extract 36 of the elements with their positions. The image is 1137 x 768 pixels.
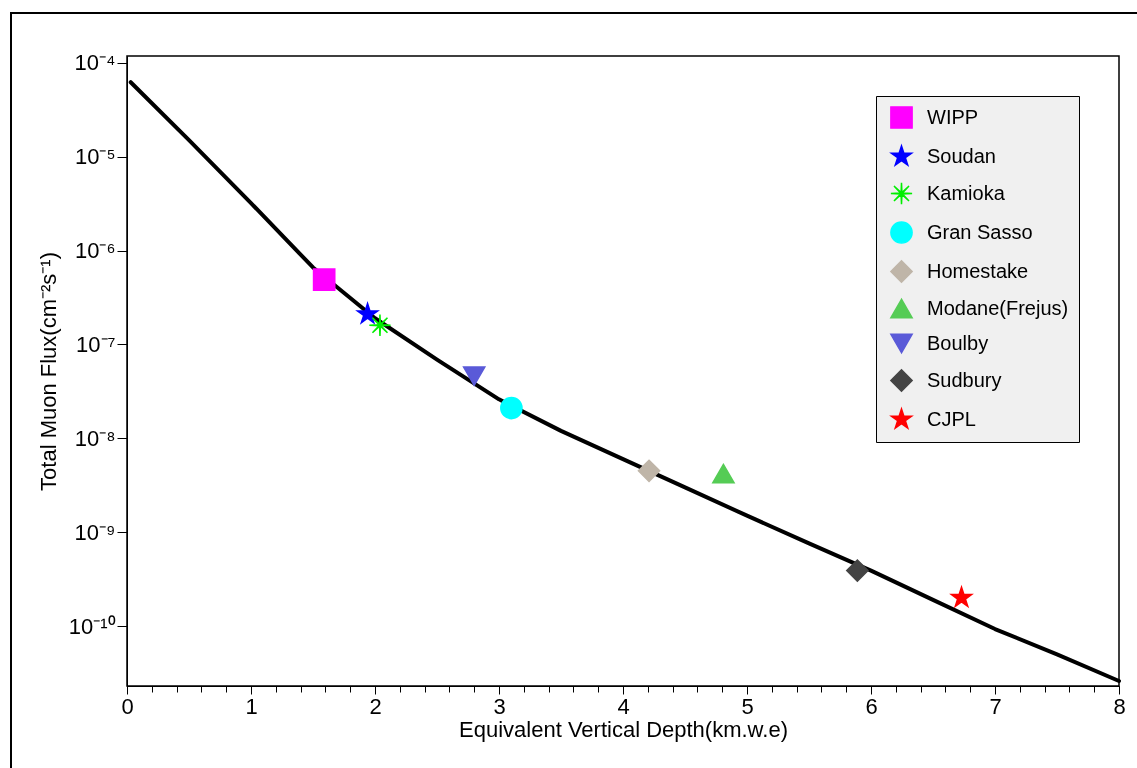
point (712, 463, 735, 484)
legend-label: Kamioka (927, 181, 1006, 204)
point (368, 313, 392, 337)
y-tick-label: 10⁻⁵ (74, 144, 116, 170)
x-tick-label: 8 (1113, 693, 1126, 719)
y-tick-label: 10⁻¹⁰ (68, 613, 116, 639)
x-axis-title: Equivalent Vertical Depth(km.w.e) (459, 716, 788, 742)
y-tick-label: 10⁻⁶ (74, 238, 116, 264)
x-tick-label: 5 (741, 693, 754, 719)
point (356, 302, 379, 324)
legend-label: Sudbury (927, 368, 1002, 391)
y-tick-label: 10⁻⁷ (76, 331, 116, 357)
point (312, 268, 336, 291)
point (500, 396, 523, 420)
x-tick-label: 7 (989, 693, 1002, 719)
x-tick-label: 2 (369, 693, 382, 719)
y-axis-title: Total Muon Flux(cm⁻²s⁻¹) (35, 252, 61, 491)
point (637, 459, 661, 483)
legend-label: Modane(Frejus) (927, 296, 1069, 319)
point (950, 586, 973, 608)
legend-label: Boulby (927, 331, 989, 354)
y-tick-label: 10⁻⁹ (74, 519, 116, 545)
point (846, 559, 869, 582)
legend-label: Homestake (927, 259, 1029, 282)
legend-label: CJPL (927, 407, 976, 430)
y-tick-label: 10⁻⁸ (74, 425, 116, 451)
x-tick-label: 3 (493, 693, 506, 719)
y-tick-label: 10⁻⁴ (74, 50, 116, 76)
x-tick-label: 1 (245, 693, 258, 719)
legend-label: Gran Sasso (927, 220, 1033, 243)
legend-label: WIPP (927, 105, 979, 128)
legend-label: Soudan (927, 144, 996, 167)
x-tick-label: 6 (865, 693, 878, 719)
x-tick-label: 0 (121, 693, 134, 719)
x-tick-label: 4 (617, 693, 630, 719)
point (462, 366, 486, 387)
